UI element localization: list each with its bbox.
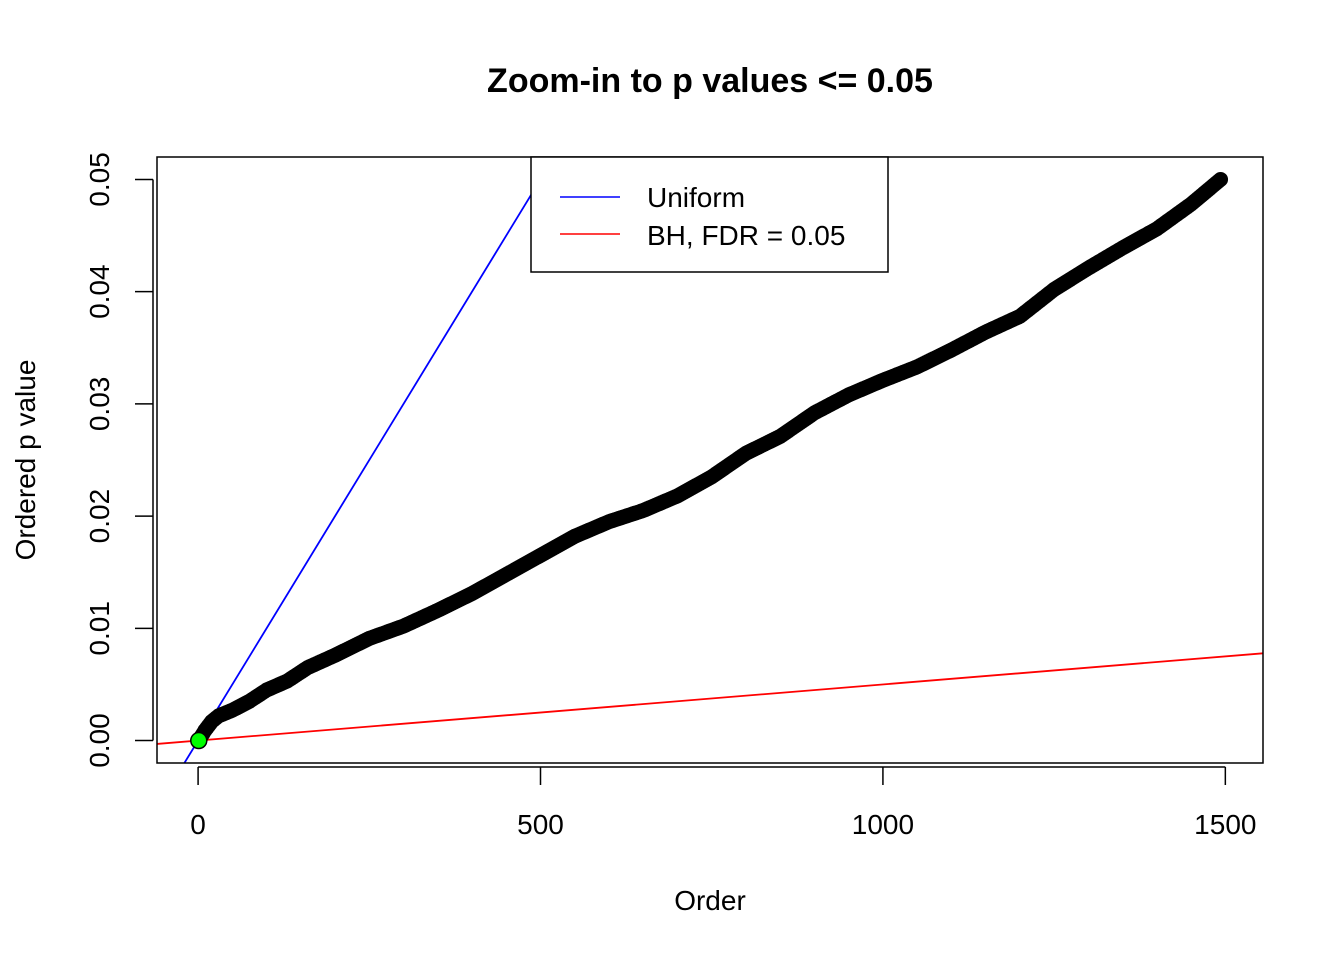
- legend: Uniform BH, FDR = 0.05: [530, 156, 889, 273]
- legend-label-bh: BH, FDR = 0.05: [647, 220, 845, 251]
- highlight-point: [190, 731, 208, 750]
- y-axis-label: Ordered p value: [10, 360, 41, 561]
- x-axis: 0 500 1000 1500: [190, 766, 1256, 840]
- x-tick-label-1: 500: [517, 809, 564, 840]
- y-tick-label-2: 0.02: [84, 489, 115, 544]
- reference-line-1: [157, 652, 1263, 745]
- y-tick-label-3: 0.03: [84, 377, 115, 432]
- reference-line-0: [183, 157, 556, 763]
- x-tick-label-3: 1500: [1194, 809, 1256, 840]
- chart-title: Zoom-in to p values <= 0.05: [487, 62, 933, 100]
- y-tick-label-0: 0.00: [84, 713, 115, 768]
- reference-lines: [157, 157, 1263, 763]
- data-point-505: [1213, 171, 1229, 187]
- legend-box: [530, 156, 889, 273]
- y-tick-label-1: 0.01: [84, 601, 115, 656]
- y-tick-label-4: 0.04: [84, 264, 115, 319]
- data-points: [190, 171, 1229, 750]
- y-axis: 0.00 0.01 0.02 0.03 0.04 0.05: [84, 152, 154, 768]
- x-axis-label: Order: [674, 885, 746, 916]
- legend-label-uniform: Uniform: [647, 182, 745, 213]
- x-tick-label-0: 0: [190, 809, 206, 840]
- y-tick-label-5: 0.05: [84, 152, 115, 207]
- x-tick-label-2: 1000: [852, 809, 914, 840]
